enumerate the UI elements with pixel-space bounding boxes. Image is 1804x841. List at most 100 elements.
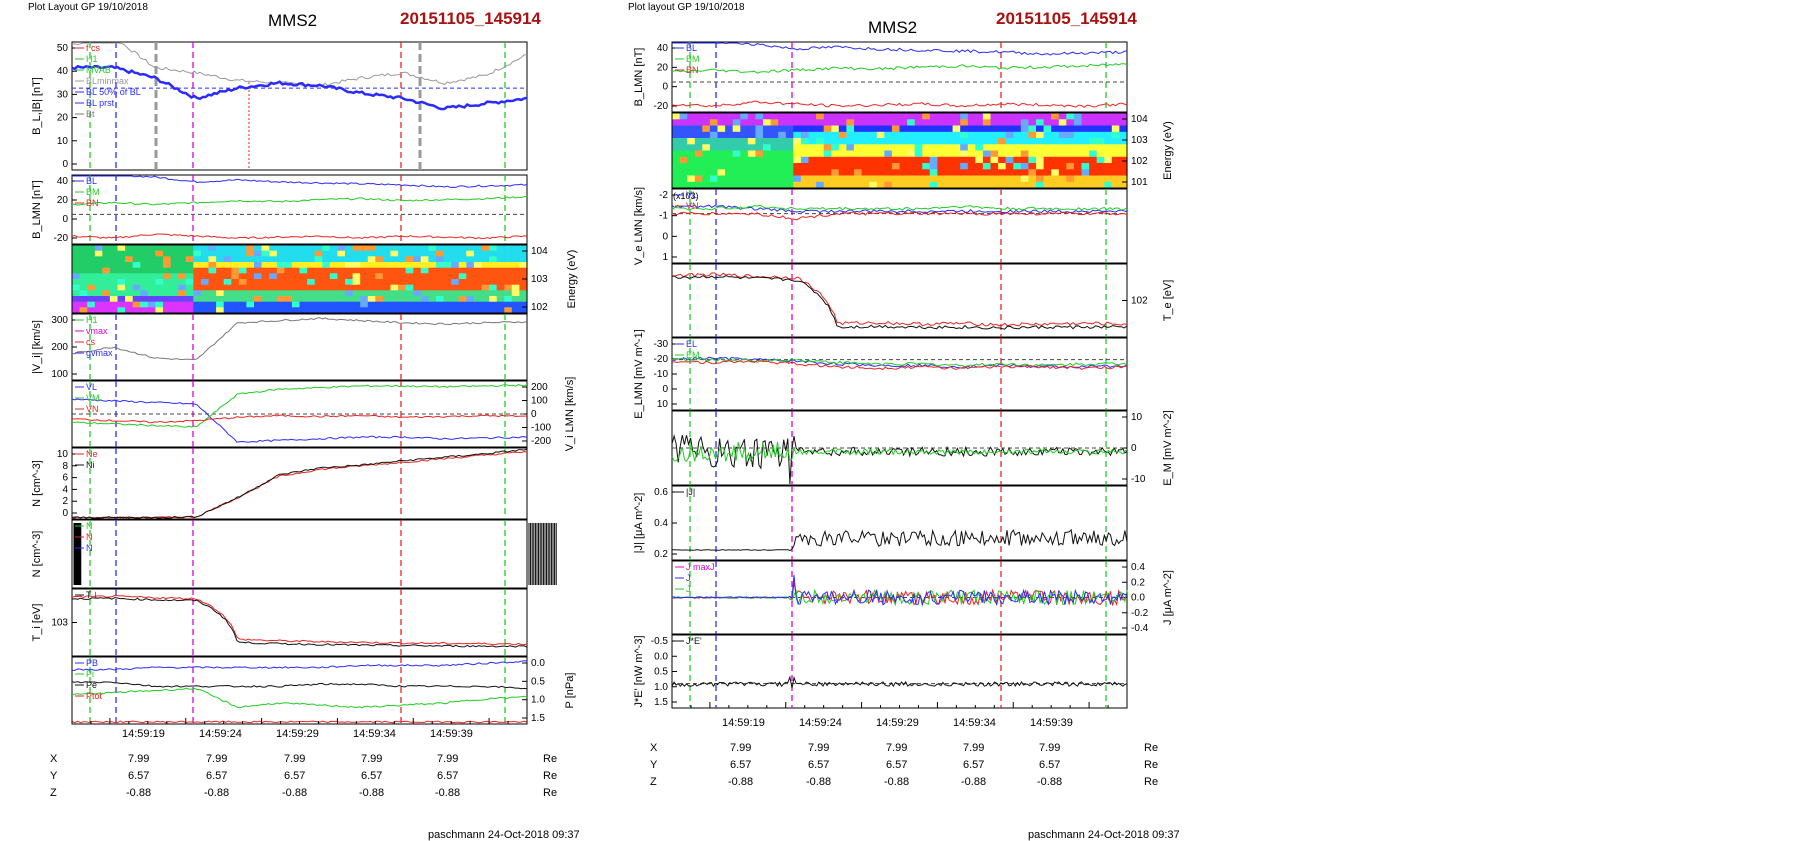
right-spectrogram-cell: [1104, 150, 1113, 158]
right-spectrogram-cell: [808, 125, 817, 133]
left-spectrogram-cell: [216, 290, 225, 297]
right-spectrogram-cell: [694, 181, 703, 189]
right-spectrogram-cell: [672, 169, 681, 177]
left-series-line: [72, 660, 528, 671]
right-spectrogram-cell: [998, 113, 1007, 120]
right-spectrogram-cell: [694, 175, 703, 183]
left-spectrogram-cell: [511, 290, 520, 297]
left-spectrogram-cell: [231, 296, 240, 303]
left-spectrogram-cell: [238, 267, 247, 274]
left-spectrogram-cell: [193, 267, 202, 274]
left-spectrogram-cell: [436, 267, 445, 274]
right-spectrogram-cell: [876, 169, 885, 177]
left-spectrogram-cell: [246, 245, 255, 252]
right-spectrogram-cell: [770, 113, 779, 120]
left-spectrogram-cell: [496, 256, 505, 263]
right-spectrogram-cell: [861, 181, 870, 189]
right-series-line: [671, 356, 1128, 369]
left-spectrogram-cell: [155, 245, 164, 252]
left-spectrogram-cell: [269, 296, 278, 303]
right-spectrogram-cell: [1066, 181, 1075, 189]
right-spectrogram-cell: [838, 156, 847, 164]
left-spectrogram-cell: [329, 279, 338, 286]
left-spectrogram-cell: [117, 250, 126, 257]
left-spectrogram-cell: [345, 250, 354, 257]
right-spectrogram-cell: [914, 150, 923, 158]
left-spectrogram-cell: [269, 307, 278, 314]
right-spectrogram-cell: [1013, 175, 1022, 183]
right-spectrogram-cell: [1111, 150, 1120, 158]
right-spectrogram-cell: [1043, 113, 1052, 120]
left-spectrogram-cell: [125, 284, 134, 291]
left-spectrogram-cell: [238, 262, 247, 269]
right-spectrogram-cell: [914, 169, 923, 177]
left-spectrogram-cell: [519, 290, 528, 297]
right-spectrogram-cell: [763, 144, 772, 152]
left-spectrogram-cell: [163, 267, 172, 274]
right-spectrogram-cell: [694, 125, 703, 133]
left-spectrogram-cell: [398, 296, 407, 303]
right-spectrogram-cell: [929, 175, 938, 183]
right-spectrogram-cell: [747, 113, 756, 120]
right-series-line: [671, 100, 1128, 108]
right-pos-value: 7.99: [730, 742, 751, 754]
right-spectrogram-cell: [800, 125, 810, 133]
right-spectrogram-cell: [1119, 138, 1128, 145]
left-spectrogram-cell: [185, 245, 194, 252]
left-spectrogram-cell: [163, 284, 172, 291]
left-spectrogram-cell: [367, 301, 376, 308]
right-spectrogram-cell: [702, 144, 711, 152]
left-spectrogram-cell: [337, 296, 346, 303]
right-spectrogram-cell: [831, 138, 840, 145]
left-spectrogram-cell: [390, 301, 399, 308]
left-spectrogram-cell: [155, 301, 164, 308]
left-spectrogram-cell: [109, 250, 119, 257]
right-ytick-label: -20: [654, 101, 669, 112]
left-spectrogram-cell: [375, 284, 384, 291]
right-spectrogram-cell: [998, 163, 1007, 170]
right-pos-value: 6.57: [730, 759, 751, 771]
left-spectrogram-cell: [79, 256, 88, 263]
left-spectrogram-cell: [223, 301, 232, 308]
left-spectrogram-cell: [223, 245, 232, 252]
left-ytick-label: 300: [51, 315, 68, 326]
left-spectrogram-cell: [125, 250, 134, 257]
right-spectrogram-cell: [982, 156, 992, 164]
right-spectrogram-cell: [952, 113, 961, 120]
left-legend-entry: cs: [86, 337, 96, 347]
left-spectrogram-cell: [352, 301, 361, 308]
right-spectrogram-cell: [884, 138, 893, 145]
right-spectrogram-cell: [975, 125, 984, 133]
left-axis-label: N [cm^-3]: [31, 460, 43, 507]
right-spectrogram-cell: [975, 150, 984, 158]
left-spectrogram-cell: [504, 245, 513, 252]
right-spectrogram-cell: [831, 181, 840, 189]
right-spectrogram-cell: [960, 131, 969, 139]
right-spectrogram-cell: [717, 138, 726, 145]
left-spectrogram-cell: [132, 256, 141, 263]
right-spectrogram-cell: [1036, 125, 1045, 133]
right-spectrogram-cell: [785, 150, 794, 158]
right-spectrogram-cell: [1073, 131, 1083, 139]
left-spectrogram-cell: [458, 290, 467, 297]
right-spectrogram-cell: [785, 138, 794, 145]
left-spectrogram-cell: [299, 256, 308, 263]
right-spectrogram-cell: [891, 181, 901, 189]
right-header: Plot layout GP 19/10/2018: [628, 2, 745, 13]
right-ytick-label: 0: [662, 231, 668, 242]
left-spectrogram-cell: [223, 284, 232, 291]
right-spectrogram-cell: [937, 163, 946, 170]
left-spectrogram-cell: [170, 290, 179, 297]
right-spectrogram-cell: [846, 113, 855, 120]
right-spectrogram-cell: [808, 175, 817, 183]
left-spectrogram-cell: [504, 262, 513, 269]
right-spectrogram-cell: [755, 113, 764, 120]
right-spectrogram-cell: [679, 156, 688, 164]
right-spectrogram-cell: [876, 163, 885, 170]
left-spectrogram-cell: [367, 284, 376, 291]
left-spectrogram-cell: [443, 273, 452, 280]
right-spectrogram-cell: [740, 131, 749, 139]
left-spectrogram-cell: [451, 279, 460, 286]
right-spectrogram-cell: [770, 131, 779, 139]
right-spectrogram-cell: [709, 175, 719, 183]
